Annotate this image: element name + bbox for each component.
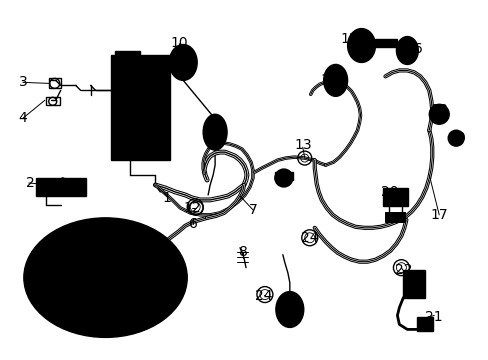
Bar <box>49 78 61 88</box>
Bar <box>36 178 85 196</box>
Bar <box>130 235 152 251</box>
Text: 15: 15 <box>340 32 358 46</box>
Text: 5: 5 <box>51 297 60 311</box>
Bar <box>416 318 432 332</box>
Text: 7: 7 <box>248 203 257 217</box>
Text: 13: 13 <box>293 138 311 152</box>
Text: 2: 2 <box>26 176 35 190</box>
Text: 8: 8 <box>238 245 247 259</box>
Bar <box>385 212 405 222</box>
Bar <box>53 235 137 294</box>
Text: 23: 23 <box>282 305 299 319</box>
Text: 9: 9 <box>206 124 215 138</box>
Text: 17: 17 <box>429 208 447 222</box>
Ellipse shape <box>133 237 149 249</box>
Text: 1: 1 <box>163 191 171 205</box>
Bar <box>403 270 425 298</box>
Ellipse shape <box>352 35 370 57</box>
Bar <box>46 97 60 105</box>
Ellipse shape <box>396 37 417 64</box>
Text: 19: 19 <box>447 131 465 145</box>
Ellipse shape <box>347 28 375 62</box>
Circle shape <box>95 275 135 315</box>
Bar <box>115 50 140 60</box>
Circle shape <box>274 169 292 187</box>
Text: 3: 3 <box>19 75 27 89</box>
Ellipse shape <box>152 90 164 130</box>
Text: 20: 20 <box>380 185 397 199</box>
Text: 10: 10 <box>170 36 188 50</box>
Ellipse shape <box>323 64 347 96</box>
Ellipse shape <box>281 298 297 320</box>
Ellipse shape <box>133 256 149 268</box>
Bar <box>130 254 152 270</box>
Text: 22: 22 <box>394 263 411 276</box>
Ellipse shape <box>207 120 223 144</box>
Ellipse shape <box>148 80 168 140</box>
Circle shape <box>432 108 444 120</box>
Circle shape <box>450 133 460 143</box>
Bar <box>274 172 292 180</box>
Ellipse shape <box>175 51 191 73</box>
Text: 21: 21 <box>425 310 442 324</box>
Bar <box>383 188 407 206</box>
Text: 16: 16 <box>405 41 422 55</box>
Text: 6: 6 <box>188 217 197 231</box>
Ellipse shape <box>275 292 303 328</box>
Text: 12: 12 <box>183 201 201 215</box>
Bar <box>110 55 170 160</box>
Ellipse shape <box>169 45 197 80</box>
Circle shape <box>447 130 463 146</box>
Circle shape <box>87 267 143 323</box>
Text: 24: 24 <box>255 289 272 302</box>
Circle shape <box>105 285 125 305</box>
Text: 4: 4 <box>19 111 27 125</box>
Ellipse shape <box>401 41 412 59</box>
Text: 11: 11 <box>274 171 292 185</box>
Text: 18: 18 <box>429 103 447 117</box>
Bar <box>375 39 397 46</box>
Ellipse shape <box>328 71 342 90</box>
Circle shape <box>428 104 448 124</box>
Text: 24: 24 <box>301 231 318 245</box>
Ellipse shape <box>24 218 187 337</box>
Circle shape <box>278 173 288 183</box>
Text: 14: 14 <box>320 73 338 87</box>
Ellipse shape <box>203 114 226 150</box>
